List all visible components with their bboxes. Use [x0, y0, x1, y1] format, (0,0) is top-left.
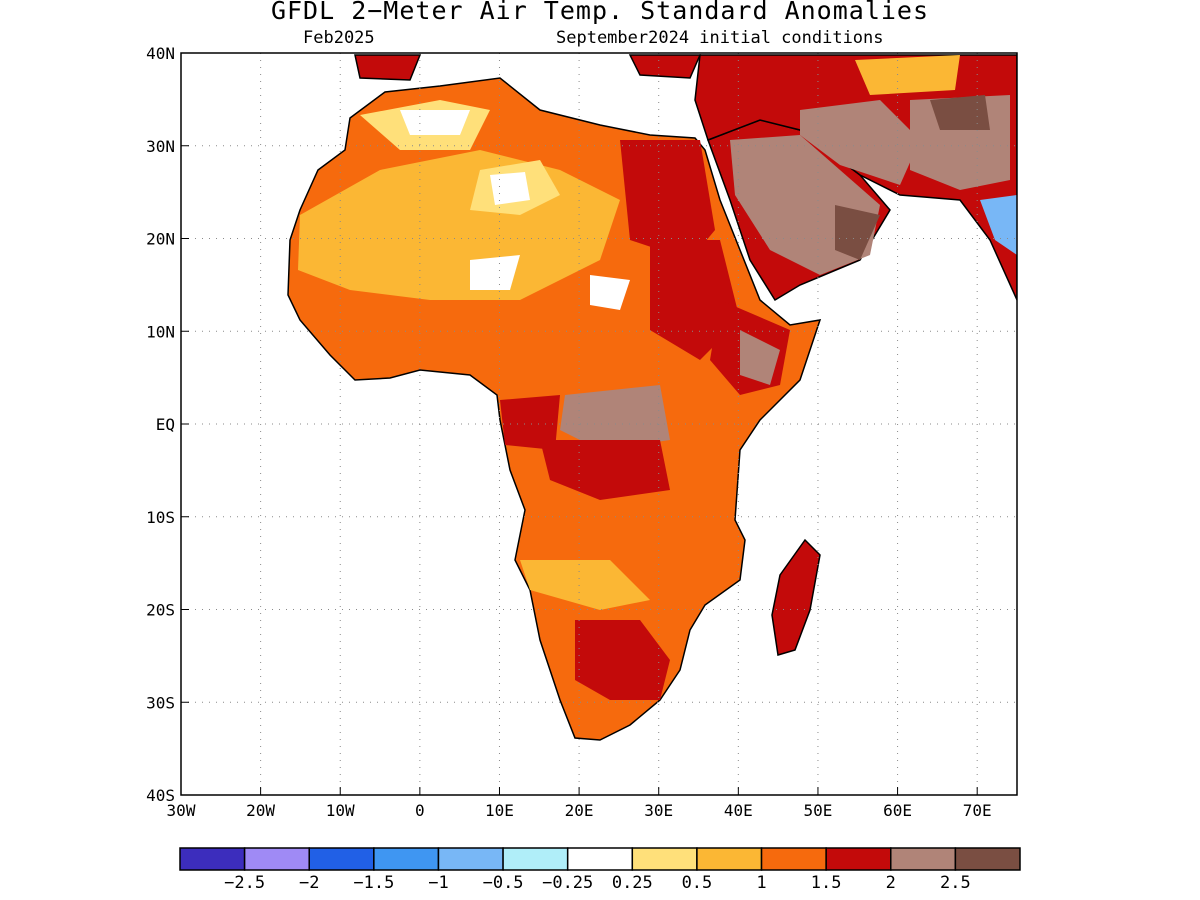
colorbar [179, 847, 1021, 871]
anomaly-patch-ethiopia-brown [740, 330, 780, 385]
colorbar-swatch [825, 847, 892, 871]
colorbar-swatch [566, 847, 634, 871]
colorbar-swatch [243, 847, 310, 871]
latitude-labels: 40N 30N 20N 10N EQ 10S 20S 30S 40S [146, 44, 175, 805]
lat-tick-label: 30N [146, 137, 175, 156]
forecast-month: Feb2025 [303, 28, 375, 48]
colorbar-swatch [890, 847, 957, 871]
anomaly-patch-chad-white [590, 275, 630, 310]
anomaly-patch-iran-brown [800, 100, 920, 185]
colorbar-label: 2 [886, 873, 896, 893]
lon-tick-label: 30W [167, 801, 196, 820]
colorbar-swatch [179, 847, 246, 871]
lon-tick-label: 50E [803, 801, 832, 820]
colorbar-label: 1.5 [811, 873, 842, 893]
anomaly-patch-libya-white [490, 172, 530, 205]
lon-tick-label: 10W [326, 801, 355, 820]
colorbar-swatch [631, 847, 698, 871]
lat-tick-label: 20S [146, 601, 175, 620]
anomaly-patch-angola-yellow [520, 560, 650, 610]
colorbar-label: 0.25 [612, 873, 653, 893]
lon-tick-label: 20E [565, 801, 594, 820]
colorbar-label: −2.5 [224, 873, 265, 893]
colorbar-label: 0.5 [682, 873, 713, 893]
lon-tick-label: 20W [246, 801, 275, 820]
colorbar-label: −0.25 [542, 873, 593, 893]
colorbar-swatch [954, 847, 1021, 871]
colorbar-swatch [373, 847, 440, 871]
longitude-labels: 30W 20W 10W 0 10E 20E 30E 40E 50E 60E 70E [167, 801, 992, 820]
map-content [181, 53, 1017, 795]
colorbar-swatch [502, 847, 569, 871]
anomaly-patch-caspian-yellow [855, 55, 960, 95]
lon-tick-label: 40E [724, 801, 753, 820]
anomaly-patch-southafrica-red [575, 620, 670, 700]
anomaly-patch-maghreb-white [400, 110, 470, 135]
colorbar-label: −1 [428, 873, 448, 893]
initial-conditions-label: September2024 initial conditions [556, 28, 884, 48]
colorbar-swatch [308, 847, 375, 871]
axis-ticks [180, 52, 978, 796]
anomaly-patch-india-blue [980, 195, 1017, 255]
lat-tick-label: EQ [156, 415, 175, 434]
anomaly-patch-congo-brown [560, 385, 670, 450]
lon-tick-label: 10E [485, 801, 514, 820]
colorbar-swatch [437, 847, 504, 871]
colorbar-label: −1.5 [353, 873, 394, 893]
anomaly-patch-pakistan-darkbrown [930, 95, 990, 130]
graticule [181, 53, 1017, 795]
anomaly-patch-drc-red [540, 440, 670, 500]
lon-tick-label: 60E [883, 801, 912, 820]
lon-tick-label: 30E [644, 801, 673, 820]
map-title: GFDL 2−Meter Air Temp. Standard Anomalie… [270, 0, 930, 25]
colorbar-label: −2 [299, 873, 319, 893]
lat-tick-label: 40S [146, 786, 175, 805]
anomaly-patches [298, 55, 1017, 700]
lat-tick-label: 10S [146, 508, 175, 527]
anomaly-patch-niger-white [470, 255, 520, 290]
colorbar-label: 2.5 [940, 873, 971, 893]
lat-tick-label: 10N [146, 322, 175, 341]
lon-tick-label: 0 [415, 801, 425, 820]
lat-tick-label: 30S [146, 693, 175, 712]
colorbar-label: −0.5 [483, 873, 524, 893]
anomaly-patch-egypt-red [620, 140, 715, 260]
colorbar-label: 1 [756, 873, 766, 893]
lon-tick-label: 70E [963, 801, 992, 820]
colorbar-swatch [760, 847, 827, 871]
anomaly-patch-gabon-red [500, 395, 560, 450]
lat-tick-label: 20N [146, 230, 175, 249]
anomaly-patch-oman-darkbrown [835, 205, 880, 260]
europe-landmass [354, 54, 702, 81]
colorbar-labels: −2.5 −2 −1.5 −1 −0.5 −0.25 0.25 0.5 1 1.5 2 2.5 [224, 873, 971, 893]
lat-tick-label: 40N [146, 44, 175, 63]
colorbar-swatch [696, 847, 763, 871]
